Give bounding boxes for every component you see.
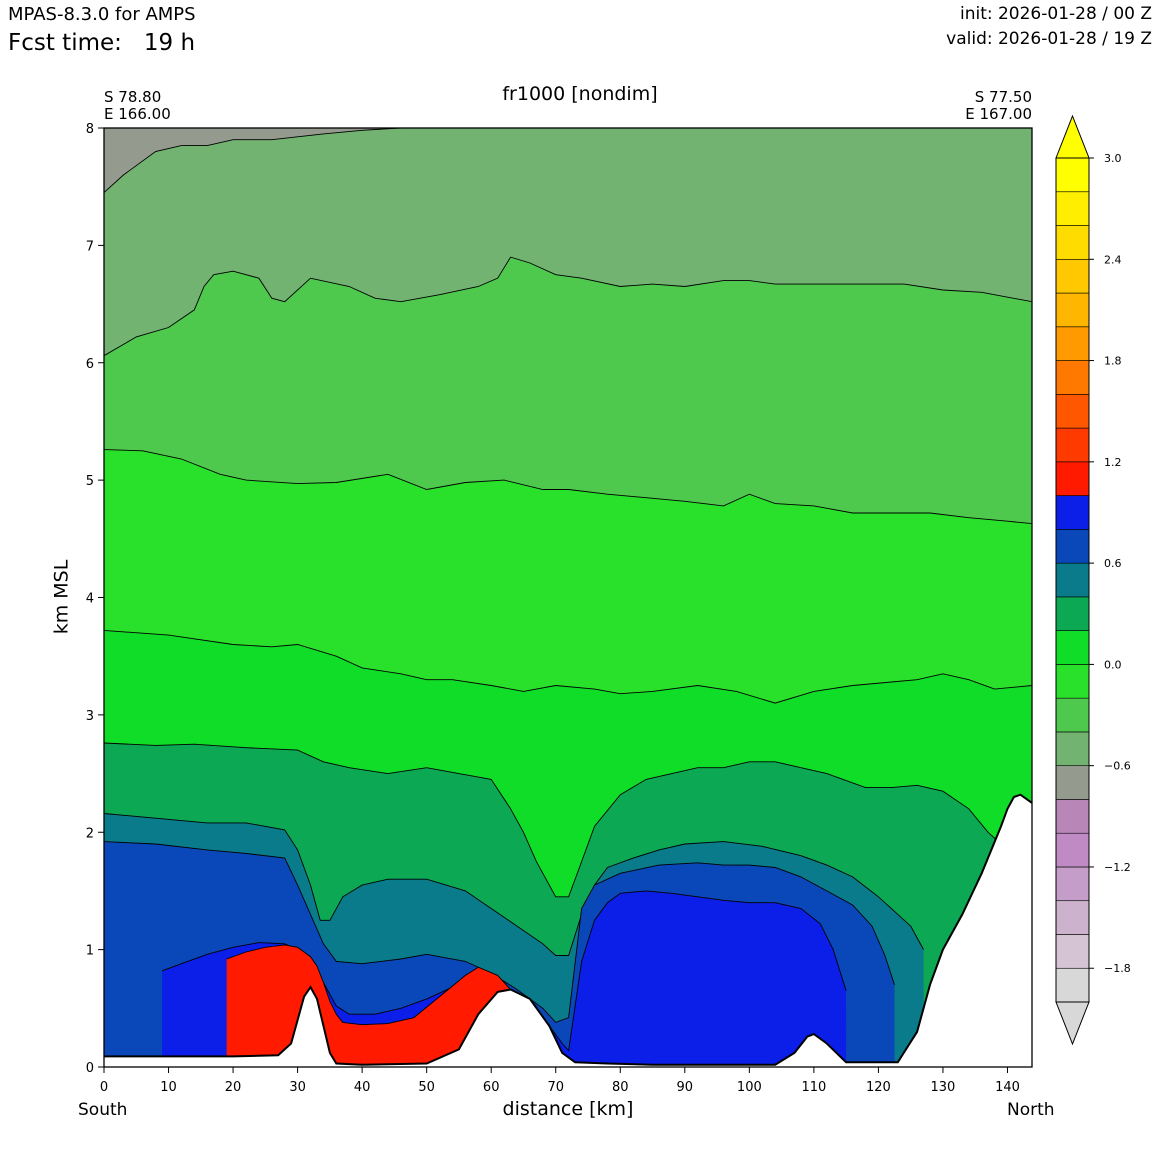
y-tick-label: 4 [86, 592, 94, 607]
contour-line-1 [104, 128, 1032, 193]
y-tick-label: 0 [86, 1061, 94, 1076]
colorbar-segment-14 [1055, 495, 1090, 530]
colorbar-segment-18 [1055, 360, 1090, 395]
colorbar-segment-9 [1055, 664, 1090, 699]
contour-fill-layers [104, 128, 1032, 1067]
x-tick-label: 90 [677, 1080, 694, 1095]
colorbar-segment-13 [1055, 529, 1090, 564]
colorbar-segment-6 [1055, 765, 1090, 800]
valid-time: valid: 2026-01-28 / 19 Z [946, 29, 1152, 49]
colorbar-segment-8 [1055, 697, 1090, 733]
x-tick-label: 120 [866, 1080, 891, 1095]
y-tick-label: 2 [86, 826, 94, 841]
contour-line-6 [104, 813, 924, 956]
contour-line-4 [104, 629, 1032, 704]
colorbar-frame [1055, 157, 1090, 1003]
right-end-longitude: E 167.00 [965, 105, 1032, 123]
colorbar-segment-20 [1055, 292, 1090, 328]
x-tick-label: 50 [418, 1080, 435, 1095]
colorbar-over-arrow [1055, 114, 1090, 159]
contour-line-9 [226, 944, 556, 1047]
colorbar-tick-label: −1.2 [1104, 861, 1131, 874]
y-tick-label: 7 [86, 239, 94, 254]
x-tick-label: 60 [483, 1080, 500, 1095]
x-tick-label: 110 [801, 1080, 826, 1095]
y-axis-label: km MSL [50, 559, 73, 635]
x-tick-label: 0 [100, 1080, 108, 1095]
chart-title: fr1000 [nondim] [502, 83, 658, 105]
contour-line-2 [104, 256, 1032, 357]
y-tick-label: 8 [86, 122, 94, 137]
x-axis: 0 10 20 30 40 50 60 70 80 90 100 110 120 130 140 [100, 1067, 1020, 1095]
x-tick-label: 40 [354, 1080, 371, 1095]
y-axis: 0 1 2 3 4 5 6 7 8 [86, 122, 104, 1076]
colorbar-tick-label: 3.0 [1104, 152, 1122, 165]
x-tick-label: 80 [612, 1080, 629, 1095]
colorbar-segment-16 [1055, 427, 1090, 463]
terrain-fill [104, 794, 1032, 1067]
colorbar-tick-label: −0.6 [1104, 760, 1131, 773]
x-tick-label: 10 [160, 1080, 177, 1095]
colorbar-segment-7 [1055, 731, 1090, 766]
colorbar-segment-17 [1055, 394, 1090, 429]
colorbar-segment-3 [1055, 866, 1090, 902]
init-time: init: 2026-01-28 / 00 Z [959, 4, 1152, 24]
colorbar-segment-12 [1055, 562, 1090, 598]
colorbar-tick-label: 1.2 [1104, 456, 1122, 469]
forecast-time: Fcst time: 19 h [8, 32, 195, 55]
colorbar-segment-23 [1055, 191, 1090, 226]
south-label: South [78, 1100, 128, 1120]
colorbar-segment-19 [1055, 326, 1090, 361]
y-tick-label: 1 [86, 944, 94, 959]
x-tick-label: 30 [289, 1080, 306, 1095]
colorbar-segment-15 [1055, 461, 1090, 496]
left-end-latitude: S 78.80 [104, 88, 162, 106]
colorbar-segment-5 [1055, 799, 1090, 834]
colorbar-tick-label: 0.0 [1104, 658, 1122, 671]
colorbar-under-arrow [1055, 1001, 1090, 1046]
right-end-latitude: S 77.50 [974, 88, 1032, 106]
north-label: North [1007, 1100, 1055, 1120]
colorbar-tick-label: −1.8 [1104, 962, 1131, 975]
x-tick-label: 70 [547, 1080, 564, 1095]
contour-line-7 [104, 841, 895, 1023]
colorbar-segment-24 [1055, 157, 1090, 193]
terrain-outline [104, 793, 1032, 1066]
x-tick-label: 140 [995, 1080, 1020, 1095]
colorbar-segment-4 [1055, 832, 1090, 868]
contour-line-5 [104, 742, 1032, 898]
model-name: MPAS-8.3.0 for AMPS [8, 4, 196, 25]
terrain [104, 793, 1032, 1067]
x-axis-label: distance [km] [502, 1098, 634, 1120]
forecast-time-value: 19 h [143, 30, 196, 56]
x-tick-label: 20 [225, 1080, 242, 1095]
colorbar-segment-10 [1055, 630, 1090, 665]
contour-line-3 [104, 449, 1032, 525]
colorbar-tick-label: 0.6 [1104, 557, 1122, 570]
y-tick-label: 5 [86, 474, 94, 489]
colorbar-segment-11 [1055, 596, 1090, 631]
y-tick-label: 6 [86, 357, 94, 372]
colorbar-tick-label: 2.4 [1104, 253, 1122, 266]
colorbar-segment-2 [1055, 900, 1090, 935]
colorbar-segment-22 [1055, 225, 1090, 260]
left-end-longitude: E 166.00 [104, 105, 171, 123]
colorbar-segment-0 [1055, 967, 1090, 1003]
colorbar-tick-label: 1.8 [1104, 355, 1122, 368]
x-tick-label: 130 [931, 1080, 956, 1095]
colorbar-segment-21 [1055, 258, 1090, 294]
colorbar-segment-1 [1055, 934, 1090, 969]
forecast-time-label: Fcst time: [8, 30, 122, 56]
colorbar: −1.8 −1.2 −0.6 0.0 0.6 1.2 1.8 2.4 3.0 [1055, 114, 1131, 1046]
x-tick-label: 100 [737, 1080, 762, 1095]
y-tick-label: 3 [86, 709, 94, 724]
